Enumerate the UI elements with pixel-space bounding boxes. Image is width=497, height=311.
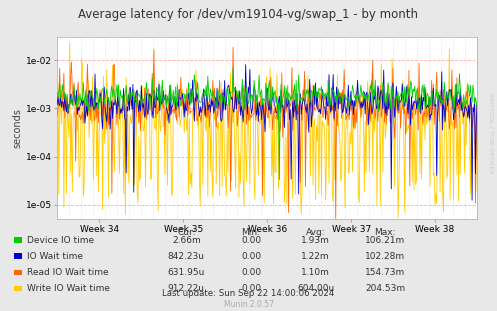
Text: 631.95u: 631.95u [167,268,205,277]
Text: 154.73m: 154.73m [365,268,405,277]
Text: 0.00: 0.00 [241,252,261,261]
Text: Write IO Wait time: Write IO Wait time [27,284,110,293]
Text: 1.10m: 1.10m [301,268,330,277]
Text: 2.66m: 2.66m [172,236,201,244]
Text: Last update: Sun Sep 22 14:00:06 2024: Last update: Sun Sep 22 14:00:06 2024 [163,289,334,298]
Text: IO Wait time: IO Wait time [27,252,83,261]
Text: 106.21m: 106.21m [365,236,405,244]
Text: 912.22u: 912.22u [168,284,205,293]
Text: 0.00: 0.00 [241,268,261,277]
Text: 0.00: 0.00 [241,236,261,244]
Text: Avg:: Avg: [306,228,326,237]
Text: Munin 2.0.57: Munin 2.0.57 [224,299,273,309]
Text: Max:: Max: [374,228,396,237]
Y-axis label: seconds: seconds [13,108,23,148]
Text: Cur:: Cur: [177,228,196,237]
Text: RRDTOOL / TOBI OETIKER: RRDTOOL / TOBI OETIKER [489,93,494,174]
Text: Device IO time: Device IO time [27,236,94,244]
Text: 604.00u: 604.00u [297,284,334,293]
Text: 1.93m: 1.93m [301,236,330,244]
Text: Read IO Wait time: Read IO Wait time [27,268,109,277]
Text: 1.22m: 1.22m [301,252,330,261]
Text: 102.28m: 102.28m [365,252,405,261]
Text: Average latency for /dev/vm19104-vg/swap_1 - by month: Average latency for /dev/vm19104-vg/swap… [79,8,418,21]
Text: 842.23u: 842.23u [168,252,205,261]
Text: 204.53m: 204.53m [365,284,405,293]
Text: 0.00: 0.00 [241,284,261,293]
Text: Min:: Min: [242,228,260,237]
